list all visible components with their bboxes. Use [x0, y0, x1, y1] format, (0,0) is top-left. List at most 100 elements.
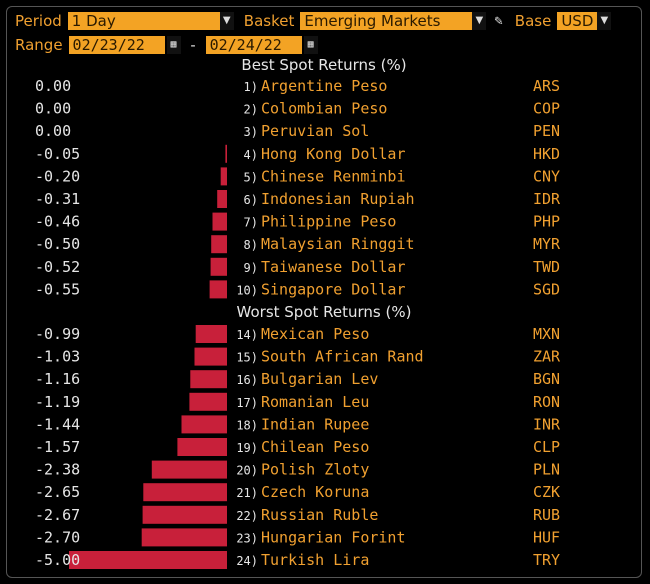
currency-code: COP — [533, 100, 560, 118]
rank-label: 3) — [244, 125, 258, 139]
currency-name: South African Rand — [261, 348, 424, 366]
basket-value: Emerging Markets — [304, 12, 441, 30]
currency-code: IDR — [533, 190, 561, 208]
bar-myr — [211, 235, 227, 254]
bar-mxn — [195, 325, 227, 343]
currency-code: TRY — [533, 551, 560, 569]
range-end-input[interactable]: 02/24/22 — [205, 36, 302, 54]
currency-name: Indonesian Rupiah — [261, 190, 415, 208]
currency-code: CLP — [533, 438, 560, 456]
value-label: -0.46 — [35, 213, 80, 231]
currency-code: PEN — [533, 122, 560, 140]
value-label: -2.38 — [35, 461, 80, 479]
bar-clp — [177, 438, 227, 456]
basket-select[interactable]: Emerging Markets ▼ — [300, 12, 487, 30]
range-separator: - — [188, 36, 198, 54]
calendar-icon[interactable]: ▦ — [303, 36, 318, 54]
currency-name: Czech Koruna — [261, 483, 369, 501]
rank-label: 20) — [236, 464, 258, 478]
currency-name: Hong Kong Dollar — [261, 145, 406, 163]
rank-label: 17) — [236, 396, 258, 410]
value-label: -1.57 — [35, 438, 80, 456]
currency-code: CZK — [533, 483, 560, 501]
currency-name: Mexican Peso — [261, 325, 369, 343]
value-label: 0.00 — [35, 122, 71, 140]
value-label: -1.16 — [35, 370, 80, 388]
rank-label: 18) — [236, 418, 258, 432]
bar-bgn — [190, 370, 227, 389]
rank-label: 6) — [244, 193, 258, 207]
bar-try — [69, 551, 227, 569]
currency-name: Russian Ruble — [261, 506, 378, 524]
currency-monitor-panel: Period 1 Day ▼ Basket Emerging Markets ▼… — [6, 6, 642, 578]
bar-czk — [143, 483, 227, 502]
pencil-icon[interactable]: ✎ — [494, 13, 503, 29]
rank-label: 21) — [236, 486, 258, 500]
chevron-down-icon[interactable]: ▼ — [472, 12, 487, 30]
rank-label: 10) — [236, 283, 258, 297]
value-label: -5.00 — [35, 551, 80, 569]
rank-label: 4) — [244, 148, 258, 162]
returns-bar-chart: 0.00 1) Argentine Peso ARS 0.00 2) Colombian P… — [35, 77, 561, 569]
rank-label: 8) — [244, 238, 258, 252]
controls-row-2: Range 02/23/22 ▦ - 02/24/22 ▦ — [15, 35, 318, 55]
currency-code: CNY — [533, 167, 560, 185]
value-label: -1.03 — [35, 348, 80, 366]
rank-label: 19) — [236, 441, 258, 455]
currency-code: INR — [533, 415, 561, 433]
rank-label: 14) — [236, 328, 258, 342]
currency-code: HKD — [533, 145, 560, 163]
currency-name: Malaysian Ringgit — [261, 235, 415, 253]
bar-cny — [220, 167, 227, 186]
value-label: -2.65 — [35, 483, 80, 501]
bar-huf — [141, 528, 227, 547]
currency-name: Polish Zloty — [261, 461, 369, 479]
value-label: -0.55 — [35, 280, 80, 298]
value-label: -0.52 — [35, 258, 80, 276]
currency-name: Singapore Dollar — [261, 280, 406, 298]
chevron-down-icon[interactable]: ▼ — [219, 12, 234, 30]
rank-label: 24) — [236, 554, 258, 568]
period-label: Period — [15, 12, 62, 30]
bar-zar — [194, 347, 227, 366]
rank-label: 9) — [244, 261, 258, 275]
worst-returns-title: Worst Spot Returns (%) — [236, 303, 412, 321]
currency-code: RUB — [533, 506, 560, 524]
value-label: -1.44 — [35, 415, 80, 433]
range-label: Range — [15, 36, 63, 54]
currency-code: PHP — [533, 213, 560, 231]
rank-label: 15) — [236, 351, 258, 365]
value-label: -1.19 — [35, 393, 80, 411]
bar-rub — [142, 505, 227, 524]
bar-ron — [189, 392, 227, 411]
value-label: 0.00 — [35, 77, 71, 95]
currency-code: BGN — [533, 370, 560, 388]
currency-code: TWD — [533, 258, 560, 276]
bar-twd — [210, 257, 227, 276]
value-label: -0.50 — [35, 235, 80, 253]
base-select[interactable]: USD ▼ — [557, 12, 612, 30]
bar-sgd — [209, 280, 227, 299]
controls-row-1: Period 1 Day ▼ Basket Emerging Markets ▼… — [15, 11, 612, 31]
currency-code: MYR — [533, 235, 561, 253]
currency-name: Bulgarian Lev — [261, 370, 378, 388]
currency-name: Taiwanese Dollar — [261, 258, 406, 276]
basket-label: Basket — [243, 12, 295, 30]
currency-name: Turkish Lira — [261, 551, 369, 569]
currency-code: HUF — [533, 528, 560, 546]
bar-php — [212, 212, 227, 231]
currency-code: MXN — [533, 325, 560, 343]
bar-idr — [217, 190, 227, 208]
rank-label: 16) — [236, 373, 258, 387]
range-start-input[interactable]: 02/23/22 — [68, 36, 165, 54]
value-label: -0.05 — [35, 145, 80, 163]
rank-label: 1) — [244, 80, 258, 94]
period-select[interactable]: 1 Day ▼ — [67, 12, 234, 30]
currency-name: Colombian Peso — [261, 100, 387, 118]
currency-name: Hungarian Forint — [261, 528, 406, 546]
base-value: USD — [561, 12, 594, 30]
calendar-icon[interactable]: ▦ — [166, 36, 181, 54]
chevron-down-icon[interactable]: ▼ — [597, 12, 612, 30]
bar-pln — [151, 460, 227, 479]
rank-label: 7) — [244, 216, 258, 230]
